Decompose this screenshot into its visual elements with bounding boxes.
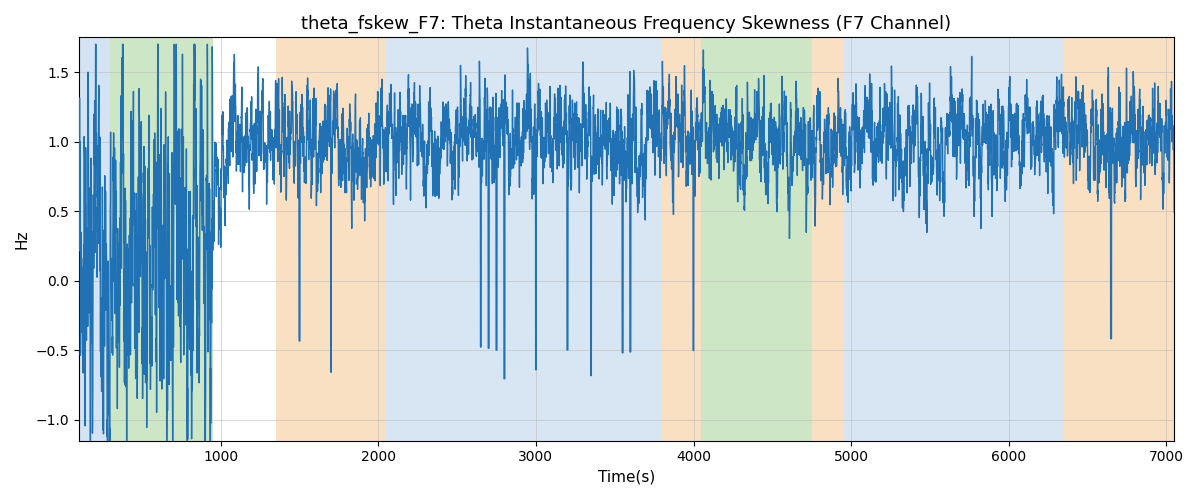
Bar xyxy=(811,38,844,440)
Y-axis label: Hz: Hz xyxy=(14,230,30,249)
Bar xyxy=(662,38,702,440)
Bar xyxy=(110,38,212,440)
X-axis label: Time(s): Time(s) xyxy=(598,470,655,485)
Bar xyxy=(1064,38,1182,440)
Bar xyxy=(79,38,110,440)
Bar xyxy=(276,38,386,440)
Bar xyxy=(844,38,1064,440)
Bar xyxy=(702,38,811,440)
Bar xyxy=(386,38,662,440)
Title: theta_fskew_F7: Theta Instantaneous Frequency Skewness (F7 Channel): theta_fskew_F7: Theta Instantaneous Freq… xyxy=(301,15,952,34)
